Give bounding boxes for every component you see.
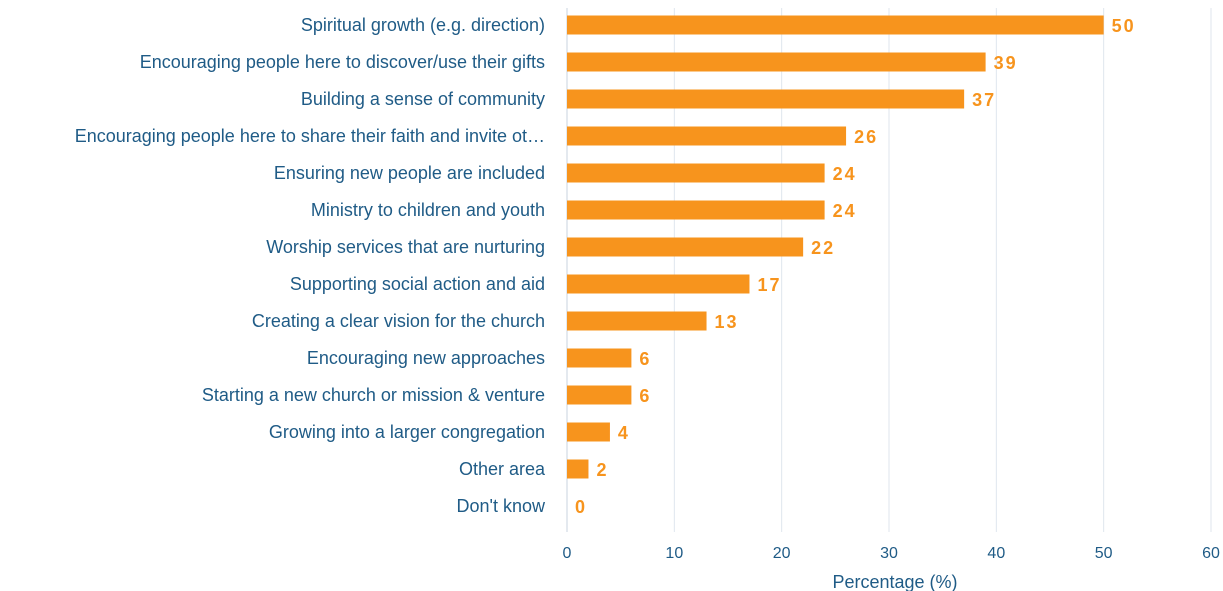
category-label: Spiritual growth (e.g. direction) [301,15,545,35]
category-label: Starting a new church or mission & ventu… [202,385,545,405]
category-label: Encouraging new approaches [307,348,545,368]
category-label: Supporting social action and aid [290,274,545,294]
bar [567,89,965,109]
grid-layer [566,8,1212,532]
data-label: 6 [639,386,651,406]
bar [567,237,804,257]
x-tick-label: 10 [665,545,683,562]
x-tick-label: 0 [563,545,572,562]
label-layer: Spiritual growth (e.g. direction) 50 Encou… [75,15,1136,517]
data-label: 2 [596,460,608,480]
x-tick-label: 40 [987,545,1005,562]
category-label: Encouraging people here to share their f… [75,126,545,146]
bar [567,126,847,146]
tick-layer: 0 10 20 30 40 50 60 [563,545,1220,562]
bar [567,200,825,220]
data-label: 39 [994,53,1018,73]
data-label: 24 [833,201,857,221]
category-label: Creating a clear vision for the church [252,311,545,331]
category-label: Other area [459,459,546,479]
bar [567,459,589,479]
data-label: 26 [854,127,878,147]
data-label: 24 [833,164,857,184]
bar [567,385,632,405]
bar [567,274,750,294]
bar [567,311,707,331]
category-label: Building a sense of community [301,89,545,109]
bar [567,422,610,442]
category-label: Ensuring new people are included [274,163,545,183]
category-label: Worship services that are nurturing [266,237,545,257]
data-label: 0 [575,497,587,517]
data-label: 37 [972,90,996,110]
data-label: 17 [757,275,781,295]
x-axis-title: Percentage (%) [832,572,957,591]
data-label: 4 [618,423,630,443]
bar-layer [567,15,1104,479]
bar [567,348,632,368]
x-tick-label: 30 [880,545,898,562]
bar [567,163,825,183]
category-label: Growing into a larger congregation [269,422,545,442]
data-label: 50 [1112,16,1136,36]
x-tick-label: 50 [1095,545,1113,562]
category-label: Encouraging people here to discover/use … [140,52,545,72]
x-tick-label: 20 [773,545,791,562]
x-tick-label: 60 [1202,545,1220,562]
category-label: Ministry to children and youth [311,200,545,220]
bar [567,52,986,72]
data-label: 6 [639,349,651,369]
data-label: 13 [715,312,739,332]
bar [567,15,1104,35]
category-label: Don't know [457,496,546,516]
data-label: 22 [811,238,835,258]
